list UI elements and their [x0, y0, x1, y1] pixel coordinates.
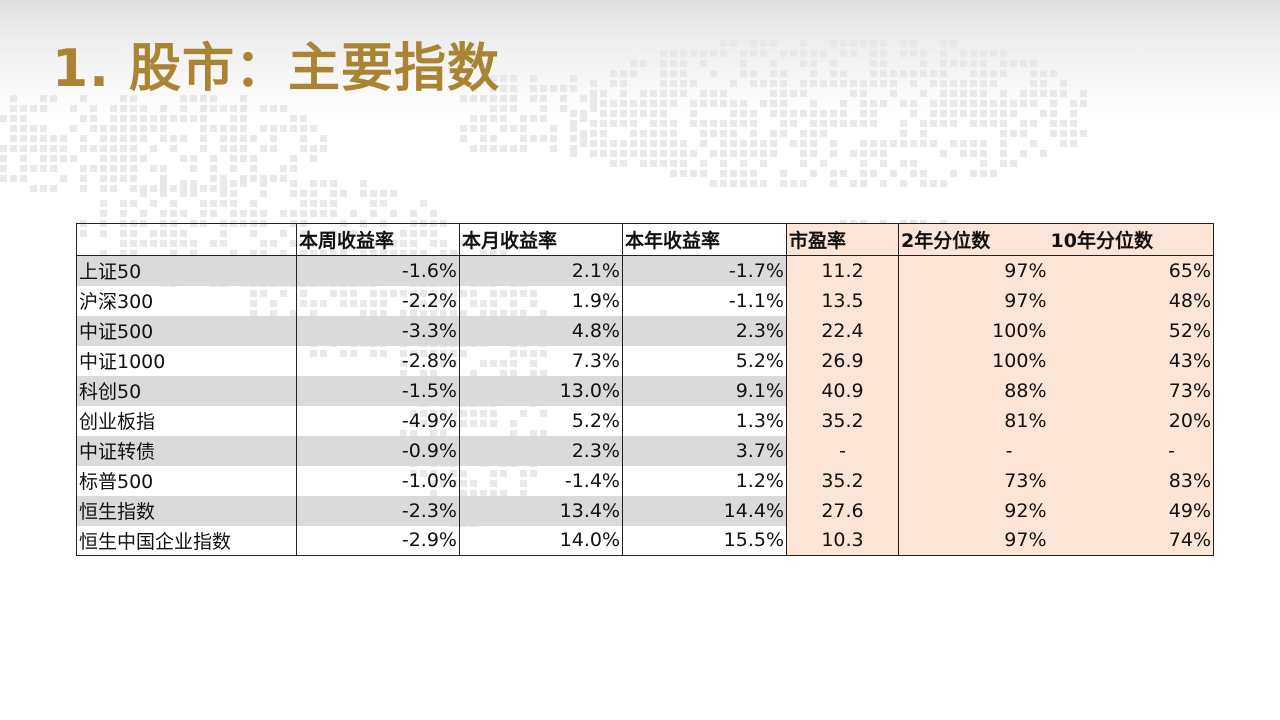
header-week-return: 本周收益率	[296, 223, 460, 256]
pe-cell: -	[786, 435, 899, 466]
header-pe: 市盈率	[786, 223, 899, 256]
index-table: 本周收益率 本月收益率 本年收益率 市盈率 2年分位数 10年分位数 上证50-…	[76, 223, 1214, 556]
pe-cell: 27.6	[786, 495, 899, 526]
month-return-cell: -1.4%	[459, 465, 623, 496]
week-return-cell: -0.9%	[296, 435, 460, 466]
pe-cell: 11.2	[786, 255, 899, 286]
10y-percentile-cell: 49%	[1048, 495, 1214, 526]
ytd-return-cell: 15.5%	[622, 525, 787, 556]
table-row: 科创50 -1.5% 13.0% 9.1% 40.9 88% 73%	[76, 375, 1214, 406]
2y-percentile-cell: 100%	[898, 345, 1049, 376]
ytd-return-cell: 3.7%	[622, 435, 787, 466]
2y-percentile-cell: 88%	[898, 375, 1049, 406]
10y-percentile-cell: 48%	[1048, 285, 1214, 316]
table-row: 中证500 -3.3% 4.8% 2.3% 22.4 100% 52%	[76, 315, 1214, 346]
header-10y-percentile: 10年分位数	[1048, 223, 1214, 256]
table-row: 标普500 -1.0% -1.4% 1.2% 35.2 73% 83%	[76, 465, 1214, 496]
ytd-return-cell: 14.4%	[622, 495, 787, 526]
ytd-return-cell: 1.2%	[622, 465, 787, 496]
week-return-cell: -4.9%	[296, 405, 460, 436]
page-title: 1. 股市：主要指数	[52, 39, 501, 99]
header-2y-percentile: 2年分位数	[898, 223, 1049, 256]
header-ytd-return: 本年收益率	[622, 223, 787, 256]
week-return-cell: -2.2%	[296, 285, 460, 316]
10y-percentile-cell: -	[1048, 435, 1214, 466]
row-name: 中证转债	[76, 435, 297, 466]
table-row: 中证转债 -0.9% 2.3% 3.7% - - -	[76, 435, 1214, 466]
month-return-cell: 13.0%	[459, 375, 623, 406]
2y-percentile-cell: 100%	[898, 315, 1049, 346]
row-name: 上证50	[76, 255, 297, 286]
table-row: 创业板指 -4.9% 5.2% 1.3% 35.2 81% 20%	[76, 405, 1214, 436]
row-name: 恒生中国企业指数	[76, 525, 297, 556]
10y-percentile-cell: 73%	[1048, 375, 1214, 406]
ytd-return-cell: 1.3%	[622, 405, 787, 436]
10y-percentile-cell: 65%	[1048, 255, 1214, 286]
week-return-cell: -2.9%	[296, 525, 460, 556]
10y-percentile-cell: 52%	[1048, 315, 1214, 346]
2y-percentile-cell: -	[898, 435, 1049, 466]
month-return-cell: 2.3%	[459, 435, 623, 466]
month-return-cell: 5.2%	[459, 405, 623, 436]
month-return-cell: 13.4%	[459, 495, 623, 526]
pe-cell: 13.5	[786, 285, 899, 316]
row-name: 中证500	[76, 315, 297, 346]
row-name: 恒生指数	[76, 495, 297, 526]
ytd-return-cell: 5.2%	[622, 345, 787, 376]
2y-percentile-cell: 73%	[898, 465, 1049, 496]
month-return-cell: 14.0%	[459, 525, 623, 556]
10y-percentile-cell: 43%	[1048, 345, 1214, 376]
week-return-cell: -2.8%	[296, 345, 460, 376]
week-return-cell: -3.3%	[296, 315, 460, 346]
ytd-return-cell: -1.1%	[622, 285, 787, 316]
row-name: 创业板指	[76, 405, 297, 436]
table-row: 上证50 -1.6% 2.1% -1.7% 11.2 97% 65%	[76, 255, 1214, 286]
week-return-cell: -2.3%	[296, 495, 460, 526]
month-return-cell: 1.9%	[459, 285, 623, 316]
ytd-return-cell: -1.7%	[622, 255, 787, 286]
table-row: 沪深300 -2.2% 1.9% -1.1% 13.5 97% 48%	[76, 285, 1214, 316]
row-name: 科创50	[76, 375, 297, 406]
10y-percentile-cell: 20%	[1048, 405, 1214, 436]
ytd-return-cell: 2.3%	[622, 315, 787, 346]
row-name: 标普500	[76, 465, 297, 496]
row-name: 沪深300	[76, 285, 297, 316]
2y-percentile-cell: 97%	[898, 525, 1049, 556]
table-row: 恒生中国企业指数 -2.9% 14.0% 15.5% 10.3 97% 74%	[76, 525, 1214, 556]
table-row: 中证1000 -2.8% 7.3% 5.2% 26.9 100% 43%	[76, 345, 1214, 376]
10y-percentile-cell: 74%	[1048, 525, 1214, 556]
table-header-row: 本周收益率 本月收益率 本年收益率 市盈率 2年分位数 10年分位数	[76, 223, 1214, 256]
pe-cell: 10.3	[786, 525, 899, 556]
2y-percentile-cell: 81%	[898, 405, 1049, 436]
month-return-cell: 4.8%	[459, 315, 623, 346]
pe-cell: 40.9	[786, 375, 899, 406]
pe-cell: 26.9	[786, 345, 899, 376]
pe-cell: 35.2	[786, 405, 899, 436]
week-return-cell: -1.0%	[296, 465, 460, 496]
2y-percentile-cell: 97%	[898, 285, 1049, 316]
pe-cell: 35.2	[786, 465, 899, 496]
table-row: 恒生指数 -2.3% 13.4% 14.4% 27.6 92% 49%	[76, 495, 1214, 526]
2y-percentile-cell: 97%	[898, 255, 1049, 286]
month-return-cell: 2.1%	[459, 255, 623, 286]
2y-percentile-cell: 92%	[898, 495, 1049, 526]
week-return-cell: -1.5%	[296, 375, 460, 406]
header-month-return: 本月收益率	[459, 223, 623, 256]
10y-percentile-cell: 83%	[1048, 465, 1214, 496]
ytd-return-cell: 9.1%	[622, 375, 787, 406]
week-return-cell: -1.6%	[296, 255, 460, 286]
header-name	[76, 223, 297, 256]
row-name: 中证1000	[76, 345, 297, 376]
month-return-cell: 7.3%	[459, 345, 623, 376]
pe-cell: 22.4	[786, 315, 899, 346]
